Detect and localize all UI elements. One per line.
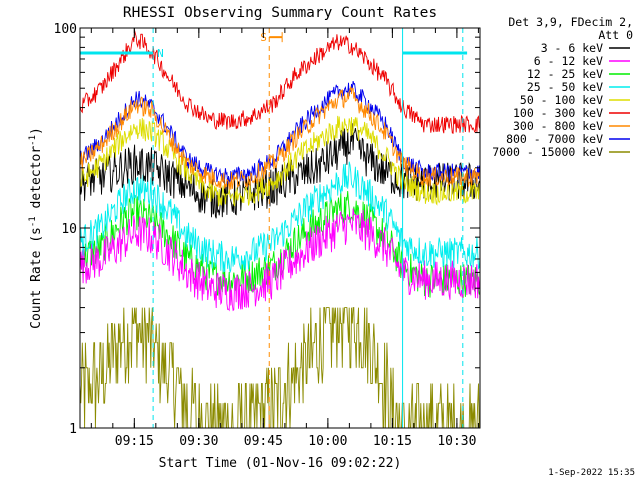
series-line-100to300kev (80, 30, 480, 134)
series-line-50to100kev (80, 115, 480, 207)
x-tick-label: 10:30 (437, 434, 476, 449)
legend-label: 12 - 25 keV (527, 67, 603, 81)
generation-date: 1-Sep-2022 15:35 (548, 468, 635, 478)
series-line-300to800kev (80, 86, 480, 190)
series-line-25to50kev (80, 161, 480, 273)
series-line-3to6kev (80, 123, 480, 219)
y-tick-label: 10 (61, 222, 77, 237)
y-tick-label: 100 (54, 22, 77, 37)
legend-label: 50 - 100 keV (520, 93, 603, 107)
x-tick-label: 09:15 (115, 434, 154, 449)
y-axis-label-sup1: -1 (28, 216, 38, 227)
series-line-7000to15000kev (80, 307, 480, 428)
legend-label: 3 - 6 keV (541, 41, 603, 55)
detector-info: Det 3,9, FDecim 2, (508, 15, 633, 29)
x-tick-label: 09:45 (244, 434, 283, 449)
legend-label: 300 - 800 keV (513, 119, 603, 133)
x-tick-label: 10:00 (308, 434, 347, 449)
series-line-6to12kev (80, 208, 480, 312)
x-tick-label: 10:15 (373, 434, 412, 449)
legend-label: 6 - 12 keV (534, 54, 603, 68)
y-tick-label: 1 (69, 422, 77, 437)
y-axis-label-prefix: Count Rate (s (29, 227, 44, 329)
night-marker-label: N (157, 47, 164, 60)
y-axis-label: Count Rate (s-1 detector-1) (28, 127, 44, 329)
legend-label: 800 - 7000 keV (506, 132, 603, 146)
x-tick-label: 09:30 (179, 434, 218, 449)
y-axis-label-sup2: -1 (28, 135, 38, 146)
legend-label: 100 - 300 keV (513, 106, 603, 120)
attenuator-info: Att 0 (598, 28, 633, 42)
plot-area (80, 30, 480, 428)
chart-title: RHESSI Observing Summary Count Rates (123, 5, 437, 21)
y-axis-label-middle: detector (29, 146, 44, 217)
legend-label: 25 - 50 keV (527, 80, 603, 94)
y-axis-label-suffix: ) (29, 127, 44, 135)
legend-label: 7000 - 15000 keV (492, 145, 603, 159)
x-axis-label: Start Time (01-Nov-16 09:02:22) (159, 456, 402, 471)
